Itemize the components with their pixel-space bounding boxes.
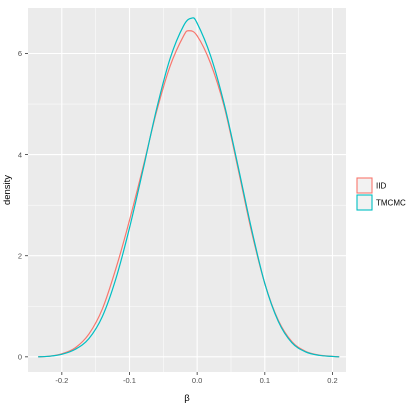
y-tick-label: 4 [18, 150, 22, 159]
plot-panel [28, 8, 346, 372]
series-line-iid [38, 30, 340, 358]
legend-key-iid [356, 177, 373, 194]
minor-gridlines [28, 8, 346, 372]
y-axis-title: density [2, 175, 13, 205]
legend-label-iid: IID [376, 182, 386, 191]
y-tick-label: 0 [18, 353, 22, 362]
legend-key-tmcmc [356, 194, 373, 211]
legend-item-iid: IID [356, 177, 386, 194]
x-axis-title: β [184, 393, 190, 404]
legend-item-tmcmc: TMCMC [356, 194, 406, 211]
y-tick-label: 2 [18, 251, 22, 260]
x-tick-label: -0.1 [123, 376, 136, 385]
major-gridlines [28, 8, 346, 372]
legend-label-tmcmc: TMCMC [376, 199, 406, 208]
x-axis-ticks: -0.2 -0.1 0.0 0.1 0.2 [55, 372, 338, 385]
x-tick-label: -0.2 [55, 376, 68, 385]
series-layer [38, 17, 340, 358]
y-tick-label: 6 [18, 49, 22, 58]
y-axis-ticks: 0 2 4 6 [18, 49, 28, 362]
series-line-tmcmc [38, 17, 340, 358]
x-tick-label: 0.2 [327, 376, 337, 385]
x-tick-label: 0.0 [192, 376, 202, 385]
legend: IID TMCMC [356, 177, 406, 211]
x-tick-label: 0.1 [260, 376, 270, 385]
